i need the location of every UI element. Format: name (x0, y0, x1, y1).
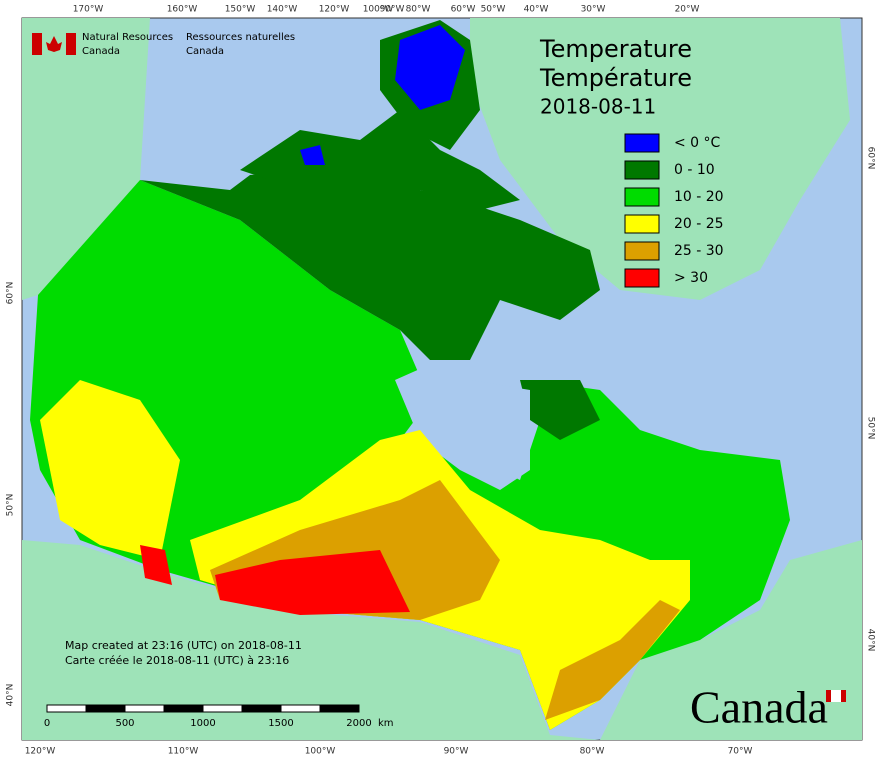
longitude-label: 50°W (481, 5, 506, 15)
scale-label: 500 (115, 718, 134, 729)
ice-caps (395, 25, 465, 110)
longitude-label: 20°W (675, 5, 700, 15)
longitude-label: 100°W (363, 5, 394, 15)
longitude-label: 80°W (580, 747, 605, 757)
scale-label: 1500 (268, 718, 293, 729)
longitude-label: 150°W (225, 5, 256, 15)
latitude-label: 60°N (6, 282, 16, 305)
longitude-label: 140°W (267, 5, 298, 15)
longitude-label: 100°W (305, 747, 336, 757)
very-hot-bc (140, 545, 172, 585)
legend-swatch (624, 187, 660, 207)
alaska (22, 18, 150, 300)
labels: < 0 °C 0 - 10 10 - 20 20 - 25 25 - 30 > 30 Tem… (6, 5, 876, 757)
warm-west (40, 380, 180, 560)
scale-label: 0 (44, 718, 50, 729)
flag-bar (66, 33, 76, 55)
longitude-label: 60°W (451, 5, 476, 15)
legend-label: 20 - 25 (674, 216, 724, 232)
scale-segment (241, 704, 282, 713)
scale-segment (202, 704, 243, 713)
scale-segment (46, 704, 87, 713)
wordmark-flag-center (831, 690, 841, 702)
longitude-label: 40°W (524, 5, 549, 15)
agency-name: Canada (186, 46, 224, 57)
latitude-label: 50°N (866, 417, 876, 440)
legend-label: 0 - 10 (674, 162, 715, 178)
scale-label: 2000 (346, 718, 371, 729)
longitude-label: 90°W (380, 5, 405, 15)
legend-label: > 30 (674, 270, 708, 286)
latitude-label: 60°N (866, 147, 876, 170)
legend-label: 25 - 30 (674, 243, 724, 259)
scale-segment (163, 704, 204, 713)
longitude-label: 80°W (406, 5, 431, 15)
latitude-label: 40°N (866, 629, 876, 652)
regions (22, 18, 862, 740)
longitude-label: 170°W (73, 5, 104, 15)
legend-swatch (624, 268, 660, 288)
latitude-label: 50°N (6, 494, 16, 517)
legend-swatch (624, 133, 660, 153)
legend-swatch (624, 241, 660, 261)
legend-swatch (624, 214, 660, 234)
map-credit: Carte créée le 2018-08-11 (UTC) à 23:16 (65, 654, 289, 667)
map-credit: Map created at 23:16 (UTC) on 2018-08-11 (65, 639, 302, 652)
flag-bar (32, 33, 42, 55)
scale-segment (85, 704, 126, 713)
very-hot (215, 550, 410, 615)
agency-name: Natural Resources (82, 32, 173, 43)
latitude-label: 40°N (6, 684, 16, 707)
agency-name: Canada (82, 46, 120, 57)
scale-label: 1000 (190, 718, 215, 729)
scale-segment (280, 704, 321, 713)
longitude-label: 30°W (581, 5, 606, 15)
agency-name: Ressources naturelles (186, 32, 295, 43)
hudson-bay (395, 360, 530, 490)
scale-segment (319, 704, 360, 713)
map-title: Temperature (539, 35, 692, 63)
longitude-label: 120°W (319, 5, 350, 15)
ice-cap-small (300, 145, 325, 165)
longitude-label: 160°W (167, 5, 198, 15)
greenland (470, 18, 850, 300)
labrador-north (520, 380, 600, 440)
map-title: Température (539, 64, 692, 92)
legend-swatch (624, 160, 660, 180)
wordmark: Canada (690, 682, 828, 733)
longitude-label: 120°W (25, 747, 56, 757)
longitude-label: 110°W (168, 747, 199, 757)
legend-label: < 0 °C (674, 135, 721, 151)
longitude-label: 70°W (728, 747, 753, 757)
scale-unit: km (378, 718, 394, 729)
longitude-label: 90°W (444, 747, 469, 757)
scale-segment (124, 704, 165, 713)
arctic-islands (240, 110, 520, 210)
us-northeast (600, 540, 862, 740)
flag-leaf (46, 36, 62, 52)
hot-ontario (545, 600, 680, 720)
legend-label: 10 - 20 (674, 189, 724, 205)
arctic-mainland (140, 170, 600, 360)
united-states (22, 540, 600, 740)
map-title: 2018-08-11 (540, 95, 656, 119)
